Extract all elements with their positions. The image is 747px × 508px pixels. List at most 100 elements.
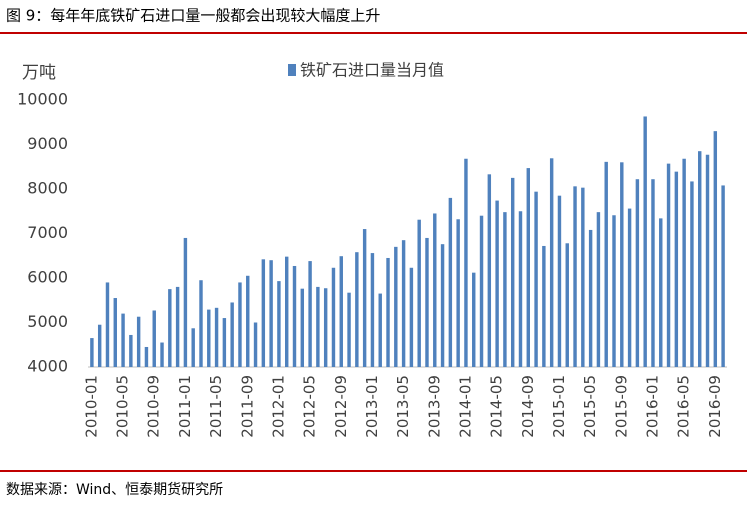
bar [129,334,133,367]
bar [565,243,569,367]
x-tick-label: 2013-09 [425,375,443,438]
bar [160,342,164,367]
bar [230,302,234,367]
bar [269,260,273,367]
bar [331,267,336,367]
bar [713,131,718,367]
bar [518,211,523,367]
bar [627,208,632,367]
bar [355,252,359,367]
bar [635,179,640,367]
bar [253,322,258,367]
x-tick-label: 2012-01 [269,375,287,438]
x-tick-label: 2014-09 [519,375,537,438]
bar [440,244,445,367]
bar [222,318,227,367]
bar [347,292,351,367]
source-note: 数据来源：Wind、恒泰期货研究所 [6,481,223,498]
bar [573,186,577,367]
bar [136,316,141,367]
bar [386,257,390,367]
bar [144,346,149,367]
bar [90,338,94,367]
x-tick-label: 2016-01 [643,375,661,438]
bar [308,261,312,367]
bar [113,298,117,367]
bar [409,267,414,367]
y-tick-label: 7000 [27,223,68,242]
x-tick-label: 2011-05 [207,375,225,438]
bar [238,282,242,367]
y-tick-label: 4000 [27,357,68,376]
bar [479,215,484,367]
bar [705,154,710,367]
legend-label: 铁矿石进口量当月值 [300,61,444,80]
bar [362,229,367,367]
bar [152,310,156,367]
x-tick-label: 2010-05 [114,375,132,438]
x-tick-label: 2010-09 [145,375,163,438]
x-tick-label: 2011-01 [176,375,194,438]
x-tick-label: 2014-05 [488,375,506,438]
bar [659,218,663,367]
bar [401,240,406,367]
bar [682,158,686,367]
bar [261,259,266,367]
bar [526,168,531,367]
bar [651,179,655,367]
bar [316,286,320,367]
bar [588,229,593,367]
bar [214,307,219,367]
bar [417,219,421,367]
bar [339,256,343,367]
bar [510,177,515,367]
bar [199,280,203,367]
y-tick-label: 8000 [27,179,68,198]
bar [666,163,671,367]
bar [534,191,538,367]
y-axis-label: 万吨 [22,63,56,83]
chart-title: 图 9：每年年底铁矿石进口量一般都会出现较大幅度上升 [6,7,380,25]
x-tick-label: 2015-05 [581,375,599,438]
bar [698,151,702,367]
bar [300,288,305,367]
bar [549,158,554,367]
x-tick-label: 2012-05 [301,375,319,438]
bar [121,313,125,367]
bar [394,246,398,367]
x-tick-label: 2016-09 [706,375,724,438]
bar [277,281,281,367]
y-tick-label: 10000 [17,90,68,109]
x-tick-label: 2011-09 [238,375,256,438]
x-tick-label: 2012-09 [332,375,350,438]
bar [183,237,188,367]
bar [323,288,328,367]
x-tick-label: 2015-09 [612,375,630,438]
bar [495,200,499,367]
y-tick-label: 9000 [27,134,68,153]
bar [612,215,616,367]
bar [284,256,289,367]
bar [207,309,211,367]
bar [472,272,476,367]
x-tick-label: 2010-01 [82,375,100,438]
bar [464,158,468,367]
bar [168,289,172,367]
bar [425,237,429,367]
x-tick-label: 2015-01 [550,375,568,438]
bar [620,162,624,367]
bar [191,328,195,367]
x-tick-label: 2014-01 [456,375,474,438]
bar [503,212,507,367]
x-tick-label: 2016-05 [675,375,693,438]
bar [721,185,725,367]
bar [97,324,102,367]
bar [581,187,585,367]
bar [448,197,453,367]
bar [378,293,382,367]
bar [690,181,694,367]
bar [557,195,562,367]
bar [604,161,608,367]
x-tick-label: 2013-05 [394,375,412,438]
